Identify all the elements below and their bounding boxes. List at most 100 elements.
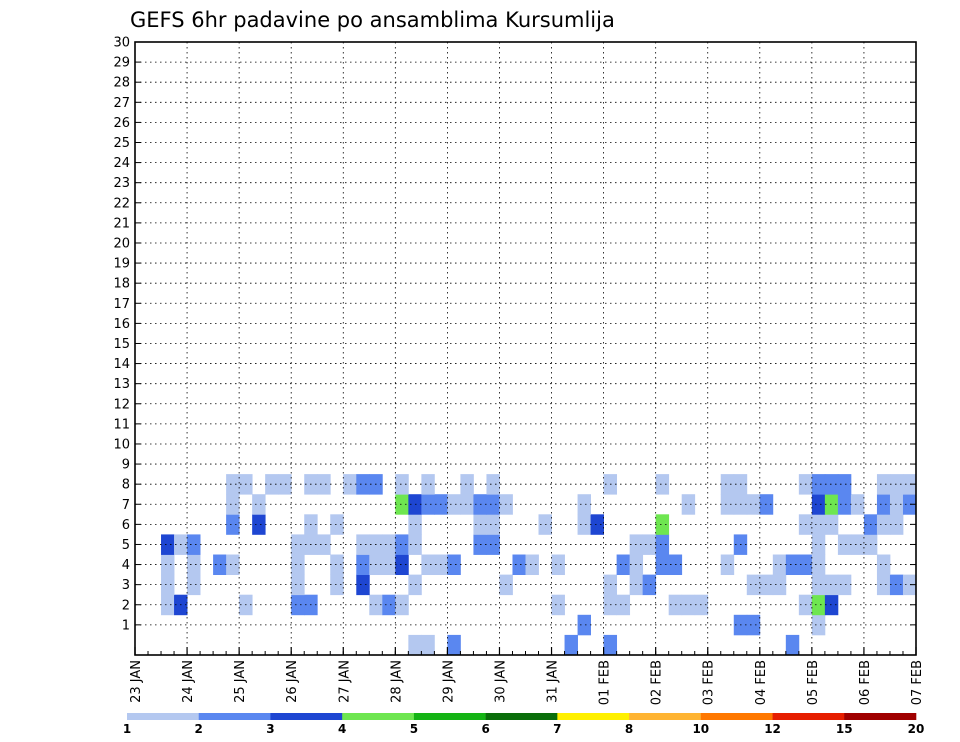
precip-cell <box>616 594 631 616</box>
precip-cell <box>655 534 670 555</box>
precip-cell <box>759 574 774 596</box>
precip-cell <box>551 594 565 616</box>
colorbar-label: 6 <box>481 722 489 736</box>
colorbar-label: 10 <box>692 722 709 736</box>
precip-cell <box>837 494 852 515</box>
x-tick-label: 27 JAN <box>337 660 352 703</box>
precip-cell <box>421 554 435 576</box>
precip-cell <box>447 634 461 656</box>
x-tick-label: 24 JAN <box>181 660 196 703</box>
y-tick-label: 4 <box>122 558 130 573</box>
precip-cell <box>512 554 526 576</box>
precip-cell <box>317 474 331 495</box>
precip-cell <box>642 574 657 596</box>
precip-cell <box>161 554 175 576</box>
precip-cell <box>902 574 917 596</box>
y-tick-label: 11 <box>113 417 130 432</box>
precip-cell <box>811 574 826 596</box>
y-tick-label: 22 <box>113 196 130 211</box>
precip-cell <box>382 594 396 616</box>
y-tick-label: 30 <box>113 36 130 51</box>
precip-cell <box>551 554 565 576</box>
colorbar-label: 8 <box>625 722 633 736</box>
x-tick-label: 04 FEB <box>754 660 769 705</box>
precip-cell <box>811 594 826 616</box>
y-tick-label: 16 <box>113 317 130 332</box>
precip-cell <box>720 474 735 495</box>
y-tick-label: 1 <box>122 618 130 633</box>
precip-cell <box>291 594 305 616</box>
precip-cell <box>889 514 904 535</box>
precip-cell <box>655 514 670 535</box>
precip-cell <box>811 494 826 515</box>
precip-cell <box>824 594 839 616</box>
precip-cell <box>889 494 904 515</box>
x-tick-label: 07 FEB <box>910 660 925 705</box>
precip-cell <box>681 594 696 616</box>
precip-cell <box>746 574 761 596</box>
colorbar-label: 5 <box>410 722 418 736</box>
precip-cell <box>330 514 344 535</box>
y-tick-label: 13 <box>113 377 130 392</box>
precip-cell <box>811 514 826 535</box>
precip-cell <box>746 614 761 636</box>
precip-cell <box>811 614 826 636</box>
precip-cell <box>161 534 175 555</box>
precip-cell <box>187 574 201 596</box>
precip-cell <box>655 554 670 576</box>
precip-cell <box>889 474 904 495</box>
x-tick-label: 23 JAN <box>129 660 144 703</box>
precip-cell <box>447 494 461 515</box>
y-tick-label: 7 <box>122 498 130 513</box>
colorbar-label: 1 <box>123 722 131 736</box>
precip-cell <box>876 574 891 596</box>
precip-cell <box>525 554 539 576</box>
precip-cell <box>486 534 500 555</box>
y-tick-label: 18 <box>113 277 130 292</box>
precip-cell <box>720 554 735 576</box>
precip-cell <box>226 474 240 495</box>
precip-cell <box>837 534 852 555</box>
precip-cell <box>902 494 917 515</box>
colorbar-label: 20 <box>908 722 925 736</box>
precip-cell <box>577 494 591 515</box>
y-tick-label: 26 <box>113 116 130 131</box>
y-tick-label: 8 <box>122 478 130 493</box>
precip-cell <box>395 494 409 515</box>
precip-cell <box>330 574 344 596</box>
precip-cell <box>785 554 800 576</box>
y-tick-label: 12 <box>113 397 130 412</box>
precip-cell <box>226 514 240 535</box>
precip-cell <box>421 494 435 515</box>
x-tick-label: 30 JAN <box>493 660 508 703</box>
precip-cell <box>356 474 370 495</box>
colorbar-label: 7 <box>553 722 561 736</box>
y-tick-label: 28 <box>113 76 130 91</box>
precip-cell <box>720 494 735 515</box>
precip-cell <box>603 634 618 656</box>
precip-cell <box>408 634 422 656</box>
precip-cell <box>824 514 839 535</box>
x-tick-label: 29 JAN <box>441 660 456 703</box>
y-tick-label: 29 <box>113 56 130 71</box>
y-tick-label: 24 <box>113 156 130 171</box>
precip-cell <box>824 474 839 495</box>
precip-cell <box>278 474 292 495</box>
colorbar-segment <box>844 713 917 720</box>
y-tick-label: 3 <box>122 578 130 593</box>
precip-cell <box>421 474 435 495</box>
precip-cell <box>902 474 917 495</box>
precip-cell <box>681 494 696 515</box>
precip-cell <box>759 494 774 515</box>
x-tick-label: 03 FEB <box>702 660 717 705</box>
y-tick-label: 19 <box>113 257 130 272</box>
precip-cell <box>785 634 800 656</box>
precip-cell <box>460 474 474 495</box>
precip-cell <box>811 554 826 576</box>
precip-cell <box>772 554 787 576</box>
y-tick-label: 6 <box>122 518 130 533</box>
precip-cell <box>382 554 396 576</box>
precip-cell <box>447 554 461 576</box>
precip-cell <box>291 554 305 576</box>
y-tick-label: 17 <box>113 297 130 312</box>
